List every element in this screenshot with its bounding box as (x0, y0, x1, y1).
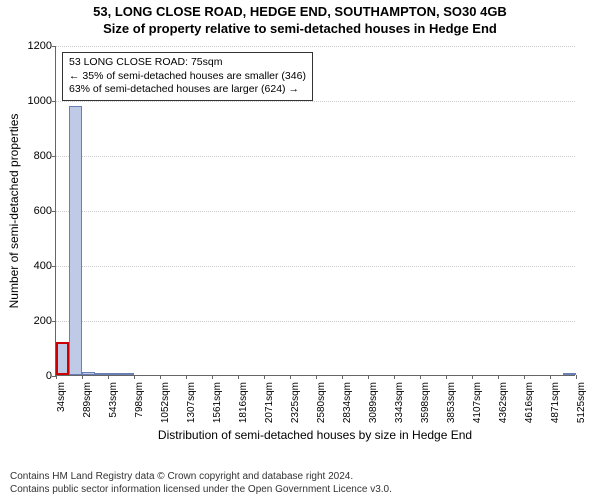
footer-line-2: Contains public sector information licen… (10, 484, 392, 497)
histogram-bar (121, 373, 134, 375)
ytick-label: 400 (18, 260, 52, 272)
histogram-bar (82, 372, 95, 375)
title-line-1: 53, LONG CLOSE ROAD, HEDGE END, SOUTHAMP… (0, 4, 600, 21)
ytick-label: 200 (18, 315, 52, 327)
ytick-label: 600 (18, 205, 52, 217)
gridline-h (56, 101, 575, 102)
xtick-mark (56, 375, 57, 379)
x-axis-label: Distribution of semi-detached houses by … (55, 428, 575, 442)
xtick-mark (264, 375, 265, 379)
ytick-label: 1200 (18, 40, 52, 52)
title-block: 53, LONG CLOSE ROAD, HEDGE END, SOUTHAMP… (0, 0, 600, 38)
histogram-bar (95, 373, 108, 375)
histogram-bar (69, 106, 82, 376)
footer: Contains HM Land Registry data © Crown c… (10, 471, 392, 496)
xtick-mark (576, 375, 577, 379)
title-line-2: Size of property relative to semi-detach… (0, 21, 600, 38)
xtick-mark (316, 375, 317, 379)
gridline-h (56, 321, 575, 322)
info-line-2: ← 35% of semi-detached houses are smalle… (69, 70, 306, 84)
xtick-mark (108, 375, 109, 379)
ytick-label: 800 (18, 150, 52, 162)
gridline-h (56, 266, 575, 267)
ytick-label: 1000 (18, 95, 52, 107)
info-box: 53 LONG CLOSE ROAD: 75sqm ← 35% of semi-… (62, 52, 313, 101)
gridline-h (56, 46, 575, 47)
xtick-mark (82, 375, 83, 379)
ytick-mark (52, 156, 56, 157)
xtick-mark (212, 375, 213, 379)
ytick-mark (52, 46, 56, 47)
xtick-mark (342, 375, 343, 379)
xtick-mark (368, 375, 369, 379)
ytick-mark (52, 266, 56, 267)
xtick-mark (134, 375, 135, 379)
xtick-mark (238, 375, 239, 379)
xtick-mark (186, 375, 187, 379)
info-line-1: 53 LONG CLOSE ROAD: 75sqm (69, 56, 306, 70)
info-line-3: 63% of semi-detached houses are larger (… (69, 83, 306, 97)
xtick-mark (550, 375, 551, 379)
gridline-h (56, 211, 575, 212)
histogram-bar (563, 373, 576, 375)
xtick-mark (446, 375, 447, 379)
xtick-mark (160, 375, 161, 379)
highlight-bar (56, 342, 69, 375)
xtick-mark (524, 375, 525, 379)
histogram-bar (108, 373, 121, 375)
ytick-mark (52, 211, 56, 212)
chart-area: 02004006008001000120034sqm289sqm543sqm79… (55, 46, 575, 411)
ytick-mark (52, 101, 56, 102)
footer-line-1: Contains HM Land Registry data © Crown c… (10, 471, 392, 484)
gridline-h (56, 156, 575, 157)
ytick-label: 0 (18, 370, 52, 382)
xtick-mark (394, 375, 395, 379)
ytick-mark (52, 321, 56, 322)
xtick-mark (420, 375, 421, 379)
xtick-mark (290, 375, 291, 379)
xtick-mark (498, 375, 499, 379)
xtick-mark (472, 375, 473, 379)
plot-region: 02004006008001000120034sqm289sqm543sqm79… (55, 46, 575, 376)
